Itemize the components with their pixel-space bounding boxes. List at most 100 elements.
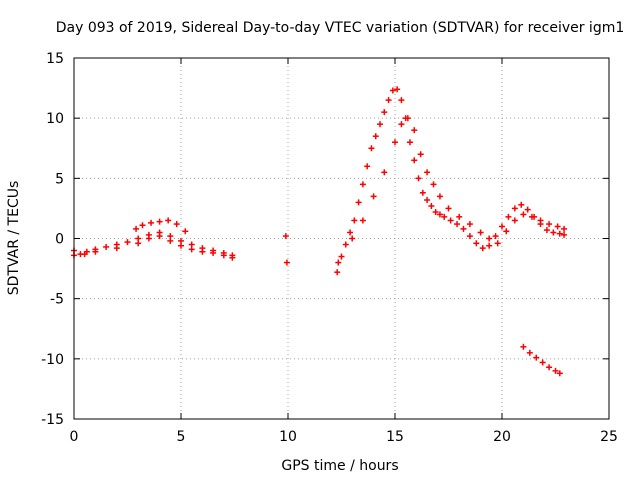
- data-point: [546, 221, 553, 228]
- data-point: [561, 231, 568, 238]
- y-tick-label: 15: [46, 51, 64, 67]
- data-point: [479, 245, 486, 252]
- data-points: [71, 86, 568, 377]
- x-tick-label: 15: [386, 429, 404, 445]
- data-point: [103, 243, 110, 250]
- data-point: [503, 228, 510, 235]
- data-point: [334, 269, 341, 276]
- data-point: [349, 235, 356, 242]
- data-point: [526, 349, 533, 356]
- data-point: [165, 217, 172, 224]
- data-point: [167, 237, 174, 244]
- data-point: [404, 115, 411, 122]
- data-point: [554, 223, 561, 230]
- data-point: [552, 367, 559, 374]
- y-tick-label: -10: [41, 352, 64, 368]
- data-point: [466, 233, 473, 240]
- data-point: [411, 157, 418, 164]
- data-point: [113, 245, 120, 252]
- data-point: [520, 211, 527, 218]
- data-point: [133, 225, 140, 232]
- data-point: [511, 217, 518, 224]
- data-point: [454, 221, 461, 228]
- x-tick-label: 25: [600, 429, 618, 445]
- data-point: [148, 219, 155, 226]
- data-point: [124, 239, 131, 246]
- data-point: [188, 246, 195, 253]
- data-point: [528, 213, 535, 220]
- data-point: [406, 139, 413, 146]
- data-point: [537, 217, 544, 224]
- data-point: [556, 230, 563, 237]
- x-axis-label: GPS time / hours: [281, 458, 398, 474]
- data-point: [550, 229, 557, 236]
- x-tick-label: 0: [70, 429, 79, 445]
- x-tick-label: 10: [279, 429, 297, 445]
- data-point: [546, 364, 553, 371]
- data-point: [359, 181, 366, 188]
- data-point: [135, 240, 142, 247]
- data-point: [381, 169, 388, 176]
- data-point: [419, 189, 426, 196]
- data-point: [417, 151, 424, 158]
- data-point: [415, 175, 422, 182]
- data-point: [430, 181, 437, 188]
- data-point: [392, 139, 398, 146]
- data-point: [428, 203, 435, 210]
- data-point: [520, 343, 527, 350]
- data-point: [447, 217, 454, 224]
- data-point: [398, 121, 405, 128]
- data-point: [486, 235, 493, 242]
- data-point: [556, 370, 563, 377]
- plot-frame: [73, 57, 610, 420]
- data-point: [394, 86, 401, 93]
- y-tick-label: -15: [41, 412, 64, 428]
- chart-title: Day 093 of 2019, Sidereal Day-to-day VTE…: [56, 20, 625, 36]
- x-tick-label: 5: [177, 429, 186, 445]
- data-point: [210, 249, 217, 256]
- data-point: [432, 209, 439, 216]
- data-point: [156, 233, 163, 240]
- data-point: [370, 193, 377, 200]
- data-point: [543, 227, 550, 234]
- data-point: [342, 241, 349, 248]
- data-point: [377, 121, 384, 128]
- y-tick-label: -5: [50, 292, 64, 308]
- y-tick-label: 0: [55, 232, 64, 248]
- data-point: [156, 218, 163, 225]
- data-point: [351, 217, 358, 224]
- data-point: [364, 163, 371, 170]
- data-point: [441, 213, 448, 220]
- data-point: [347, 229, 354, 236]
- data-point: [338, 253, 345, 260]
- data-point: [477, 229, 484, 236]
- data-point: [283, 259, 290, 266]
- data-point: [466, 221, 473, 228]
- data-point: [436, 193, 443, 200]
- data-point: [372, 133, 379, 140]
- data-point: [389, 87, 396, 94]
- y-tick-label: 5: [55, 171, 64, 187]
- x-tick-label: 20: [493, 429, 511, 445]
- grid-lines: [74, 58, 609, 419]
- data-point: [505, 213, 512, 220]
- data-point: [494, 240, 501, 247]
- data-point: [381, 109, 388, 116]
- data-point: [335, 259, 342, 266]
- data-point: [524, 206, 531, 213]
- data-point: [411, 127, 418, 134]
- data-point: [199, 248, 206, 255]
- data-point: [533, 354, 540, 361]
- data-point: [229, 254, 236, 261]
- data-point: [499, 223, 505, 230]
- data-point: [445, 205, 452, 212]
- data-point: [145, 235, 152, 242]
- data-point: [518, 201, 525, 208]
- data-point: [368, 145, 375, 152]
- data-point: [539, 359, 546, 366]
- data-point: [456, 213, 463, 220]
- data-point: [282, 233, 289, 240]
- y-axis-label: SDTVAR / TECUs: [6, 181, 22, 296]
- y-tick-label: 10: [46, 111, 64, 127]
